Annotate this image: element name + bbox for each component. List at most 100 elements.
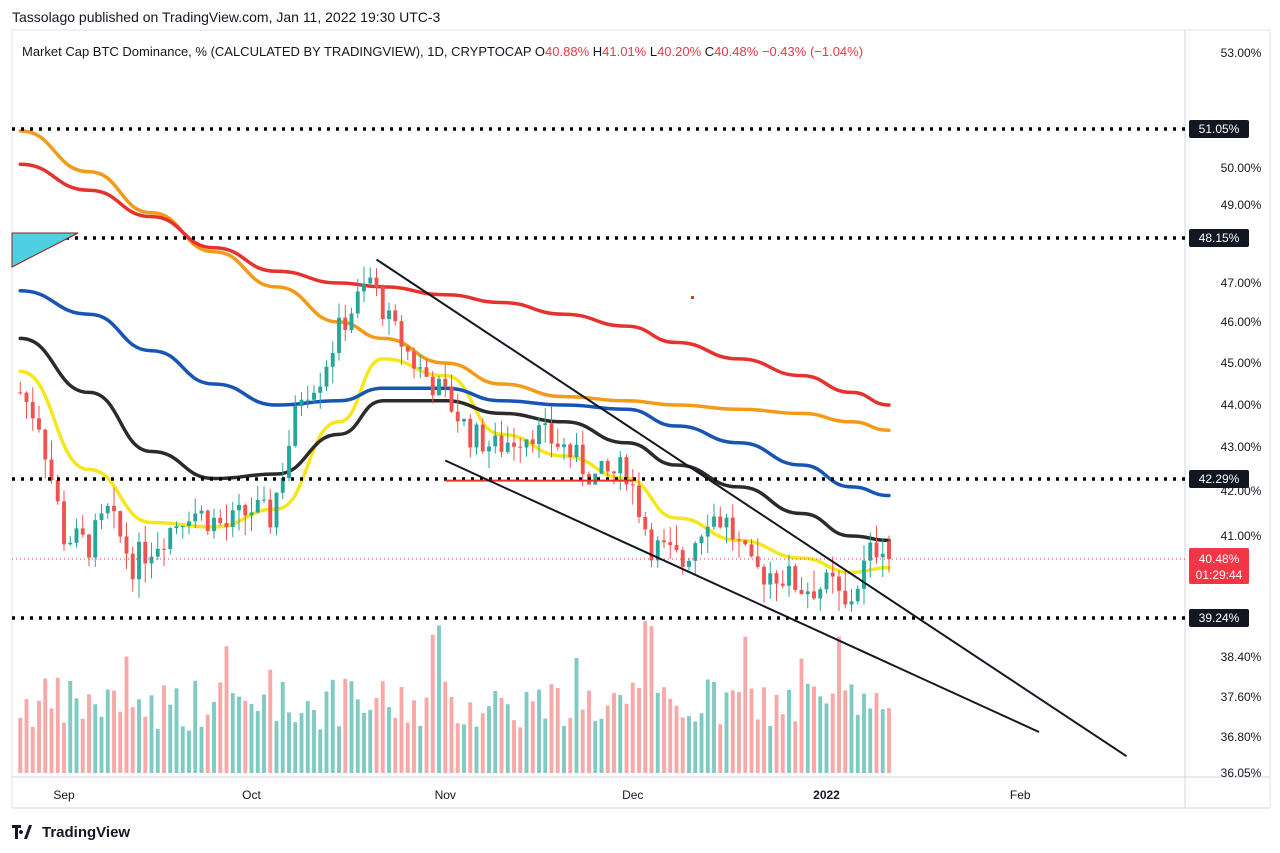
volume-bar	[255, 711, 260, 773]
red-dot-marker	[691, 296, 694, 299]
volume-bar	[405, 722, 410, 773]
volume-bar	[543, 718, 548, 773]
candle-body	[143, 541, 148, 564]
volume-bar	[74, 698, 79, 773]
volume-bar	[687, 716, 691, 773]
candle-body	[699, 536, 704, 544]
candle-body	[312, 392, 316, 400]
candle-body	[155, 548, 160, 557]
candle-body	[199, 510, 204, 514]
volume-bar	[349, 681, 354, 773]
candle-body	[168, 528, 173, 550]
time-tick-label: Dec	[622, 788, 643, 802]
volume-bar	[218, 682, 223, 773]
volume-bar	[655, 692, 660, 773]
volume-bar	[862, 693, 866, 773]
time-tick-label: Feb	[1010, 788, 1031, 802]
price-tick-label: 36.05%	[1221, 766, 1262, 780]
candle-body	[237, 504, 241, 511]
volume-bar	[87, 694, 91, 773]
volume-bar	[68, 680, 73, 773]
candle-body	[668, 542, 673, 546]
candle-body	[449, 386, 454, 412]
trend-line	[444, 459, 1040, 733]
candle-body	[724, 517, 729, 528]
volume-bar	[755, 719, 760, 773]
candle-body	[324, 366, 329, 387]
candle-body	[255, 499, 260, 513]
candle-body	[368, 277, 373, 284]
volume-bar	[99, 716, 104, 773]
volume-bar	[624, 703, 629, 773]
candle-body	[593, 473, 598, 485]
candle-body	[887, 541, 891, 559]
candle-body	[680, 550, 685, 567]
candle-body	[812, 591, 816, 599]
volume-bar	[424, 697, 429, 773]
price-scale: 53.00% 50.00% 49.00% 47.00% 46.00% 45.00% 44.0…	[1189, 46, 1262, 780]
volume-bar	[824, 703, 829, 773]
candle-body	[212, 517, 216, 532]
candle-body	[818, 589, 823, 599]
volume-bar	[337, 726, 341, 773]
volume-bar	[299, 713, 304, 773]
candle-body	[712, 516, 716, 527]
volume-bar	[280, 681, 285, 773]
volume-bar	[330, 679, 335, 773]
price-tick-label: 38.40%	[1221, 650, 1262, 664]
candle-body	[518, 446, 523, 448]
volume-bar	[512, 720, 516, 773]
candle-body	[293, 406, 298, 446]
tradingview-logo-icon	[12, 825, 32, 839]
tradingview-logo[interactable]: TradingView	[12, 822, 130, 842]
last-price-tag	[1189, 548, 1249, 584]
volume-bar	[537, 689, 541, 773]
volume-bar	[118, 711, 123, 773]
candle-body	[649, 529, 654, 561]
volume-bar	[449, 696, 454, 773]
candle-body	[405, 346, 410, 352]
candle-body	[805, 591, 810, 595]
price-tick-label: 44.00%	[1221, 398, 1262, 412]
volume-bar	[237, 696, 241, 773]
candle-body	[849, 601, 854, 605]
candle-body	[162, 548, 166, 550]
price-tick-label: 41.00%	[1221, 529, 1262, 543]
volume-bar	[812, 686, 816, 773]
candle-body	[580, 444, 585, 475]
candle-body	[749, 544, 754, 557]
candle-body	[474, 424, 479, 448]
moving-averages	[18, 129, 891, 575]
candle-body	[49, 459, 54, 481]
legend-part: L	[650, 44, 657, 59]
legend-part: 40.48%	[714, 44, 762, 59]
candle-body	[643, 516, 648, 530]
volume-bar	[105, 689, 110, 773]
volume-bar	[193, 680, 198, 773]
candle-body	[330, 352, 335, 367]
candle-body	[268, 499, 273, 528]
candle-body	[187, 521, 191, 526]
candle-body	[393, 310, 398, 322]
candle-body	[718, 516, 723, 528]
candle-body	[468, 418, 473, 448]
volume-bar	[805, 683, 810, 773]
legend-part: −0.43% (−1.04%)	[762, 44, 863, 59]
volume-bar	[474, 726, 479, 773]
candle-body	[480, 424, 485, 452]
volume-bar	[743, 636, 748, 773]
time-tick-label: Nov	[435, 788, 456, 802]
candle-body	[380, 286, 385, 319]
candle-body	[130, 553, 135, 580]
candle-body	[624, 457, 629, 485]
volume-bar	[843, 690, 848, 773]
price-tick-label: 36.80%	[1221, 730, 1262, 744]
candle-body	[537, 425, 541, 445]
volume-bar	[162, 685, 166, 773]
ma-line-orange	[18, 129, 891, 432]
level-tag	[1189, 120, 1249, 138]
volume-bar	[555, 688, 560, 773]
legend-part: C	[705, 44, 714, 59]
candle-body	[693, 543, 698, 561]
